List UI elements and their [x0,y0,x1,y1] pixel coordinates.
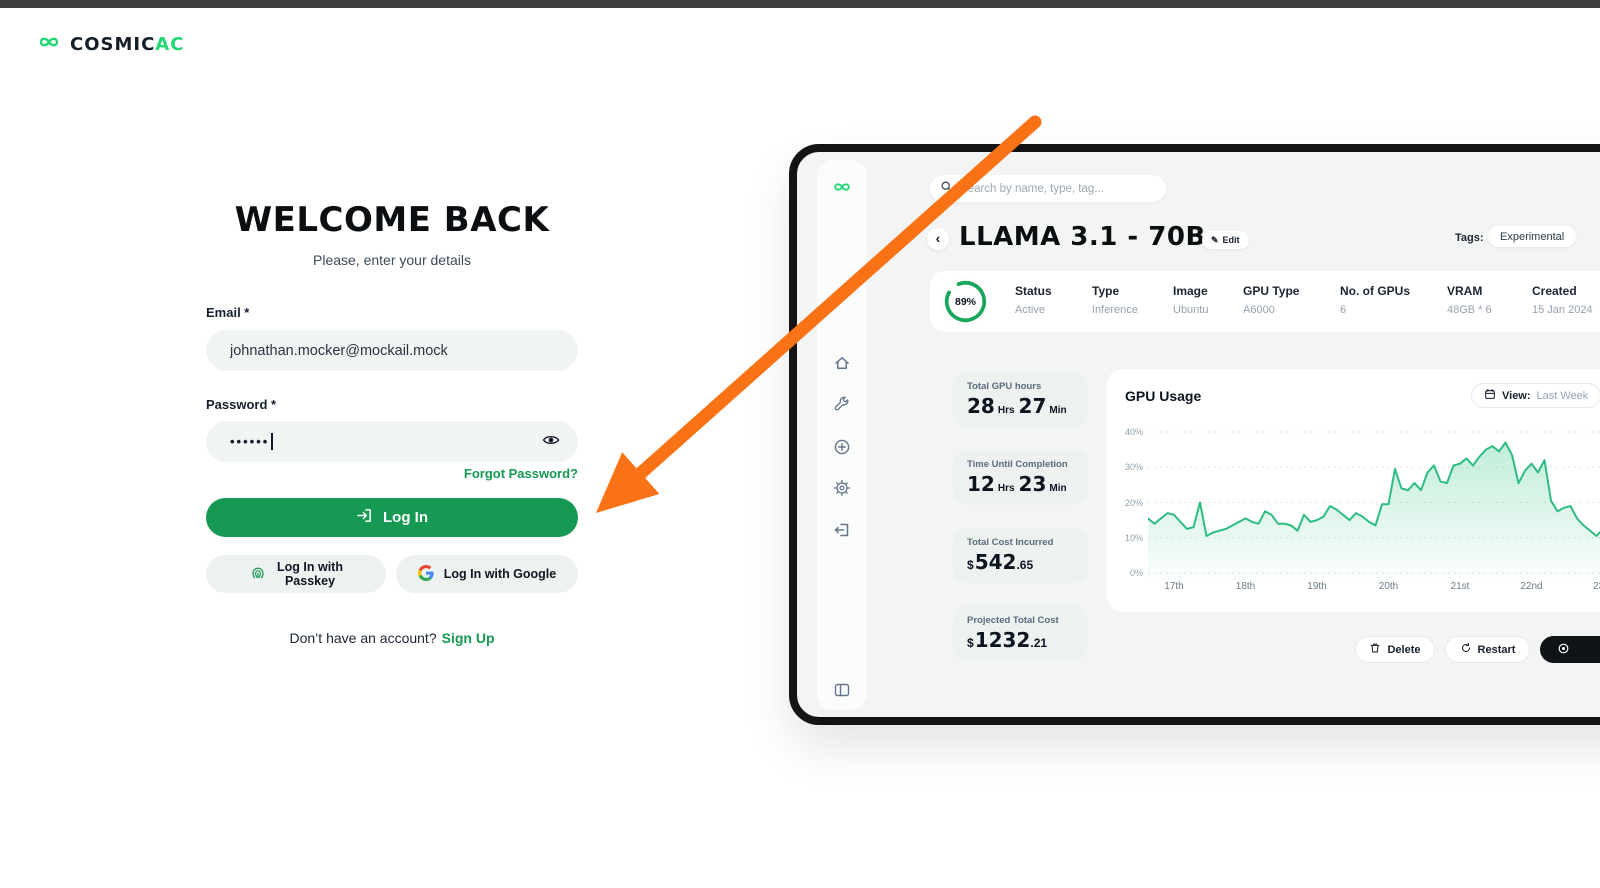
forgot-password-link[interactable]: Forgot Password? [463,466,578,481]
stat-card: Time Until Completion 12 Hrs 23 Min [953,450,1088,505]
overview-item: Type Inference [1092,284,1138,316]
y-axis-tick: 10% [1124,532,1143,543]
panel-toggle-icon[interactable] [833,681,851,699]
google-icon [417,564,434,584]
brand-logo: COSMICAC [36,34,184,55]
progress-value: 89% [954,295,976,308]
sidebar-infinity-logo-icon [817,180,867,199]
overview-item: GPU Type A6000 [1243,284,1300,316]
model-title: LLAMA 3.1 - 70B [959,222,1206,252]
x-axis-tick: 20th [1378,581,1399,592]
search-bar[interactable] [930,175,1166,202]
google-login-button[interactable]: Log In with Google [396,555,578,593]
dashboard-frame: ‹ LLAMA 3.1 - 70B ✎ Edit Tags: Experimen… [789,144,1600,725]
y-axis-tick: 20% [1124,497,1143,508]
show-password-button[interactable] [542,431,560,452]
power-record-icon [1557,642,1570,658]
calendar-icon [1484,388,1496,403]
y-axis-tick: 0% [1129,568,1143,578]
overview-card: 89% Status Active Type Inference Image Ubuntu… [930,271,1600,332]
chart-title: GPU Usage [1125,388,1202,404]
back-button[interactable]: ‹ [927,228,949,250]
brand-name: COSMICAC [70,34,185,55]
restart-button[interactable]: Restart [1445,636,1530,663]
email-label: Email * [206,305,250,320]
add-circle-icon[interactable] [833,438,851,456]
delete-button[interactable]: Delete [1355,636,1435,663]
infinity-logo-icon [36,34,62,55]
password-label: Password * [206,397,277,412]
login-enter-icon [356,507,373,528]
password-value: •••••• [230,434,270,449]
overview-item: Image Ubuntu [1173,284,1209,316]
tag-badge[interactable]: Experimental [1488,226,1577,247]
edit-button[interactable]: ✎ Edit [1202,231,1249,249]
login-button[interactable]: Log In [206,498,578,537]
progress-ring: 89% [943,279,988,324]
wrench-icon[interactable] [833,396,851,414]
x-axis-tick: 18th [1235,581,1256,592]
x-axis-tick: 19th [1307,581,1327,592]
trash-icon [1369,642,1381,657]
restart-icon [1460,642,1472,657]
pencil-icon: ✎ [1211,234,1219,245]
logout-icon[interactable] [833,521,851,539]
dashboard-sidebar [817,160,867,710]
window-top-bar [0,0,1600,8]
text-caret [271,433,273,450]
gpu-usage-card: GPU Usage View: Last Week 40 [1107,369,1600,612]
home-icon[interactable] [833,354,851,372]
stat-card: Total GPU hours 28 Hrs 27 Min [953,372,1088,427]
signup-prompt: Don’t have an account? Sign Up [289,630,495,646]
overview-item: VRAM 48GB * 6 [1447,284,1492,316]
x-axis-tick: 22nd [1520,581,1543,592]
tags-label: Tags: [1455,232,1484,244]
gpu-usage-chart [1148,431,1600,579]
stat-card: Total Cost Incurred $542.65 [953,528,1088,583]
settings-gear-icon[interactable] [833,479,851,497]
password-input[interactable]: •••••• [206,421,578,462]
x-axis-tick: 17th [1164,581,1184,592]
search-input[interactable] [960,182,1156,195]
eye-icon [542,431,560,452]
stat-card: Projected Total Cost $1232.21 [953,606,1088,661]
y-axis-tick: 40% [1124,427,1143,437]
welcome-subtitle: Please, enter your details [313,252,471,268]
passkey-login-button[interactable]: Log In with Passkey [206,555,386,593]
y-axis-tick: 30% [1124,462,1143,473]
chevron-left-icon: ‹ [935,230,941,246]
welcome-heading: WELCOME BACK [234,200,550,240]
stop-button[interactable] [1540,636,1600,663]
x-axis-tick: 23rd [1592,581,1600,592]
signup-link[interactable]: Sign Up [441,630,495,646]
overview-item: No. of GPUs 6 [1340,284,1411,316]
overview-item: Status Active [1015,284,1052,316]
view-range-button[interactable]: View: Last Week [1471,383,1600,408]
email-input[interactable] [206,330,578,371]
search-icon [940,180,953,198]
overview-item: Created 15 Jan 2024 [1532,284,1593,316]
x-axis-tick: 21st [1450,581,1470,592]
fingerprint-icon [249,564,267,585]
